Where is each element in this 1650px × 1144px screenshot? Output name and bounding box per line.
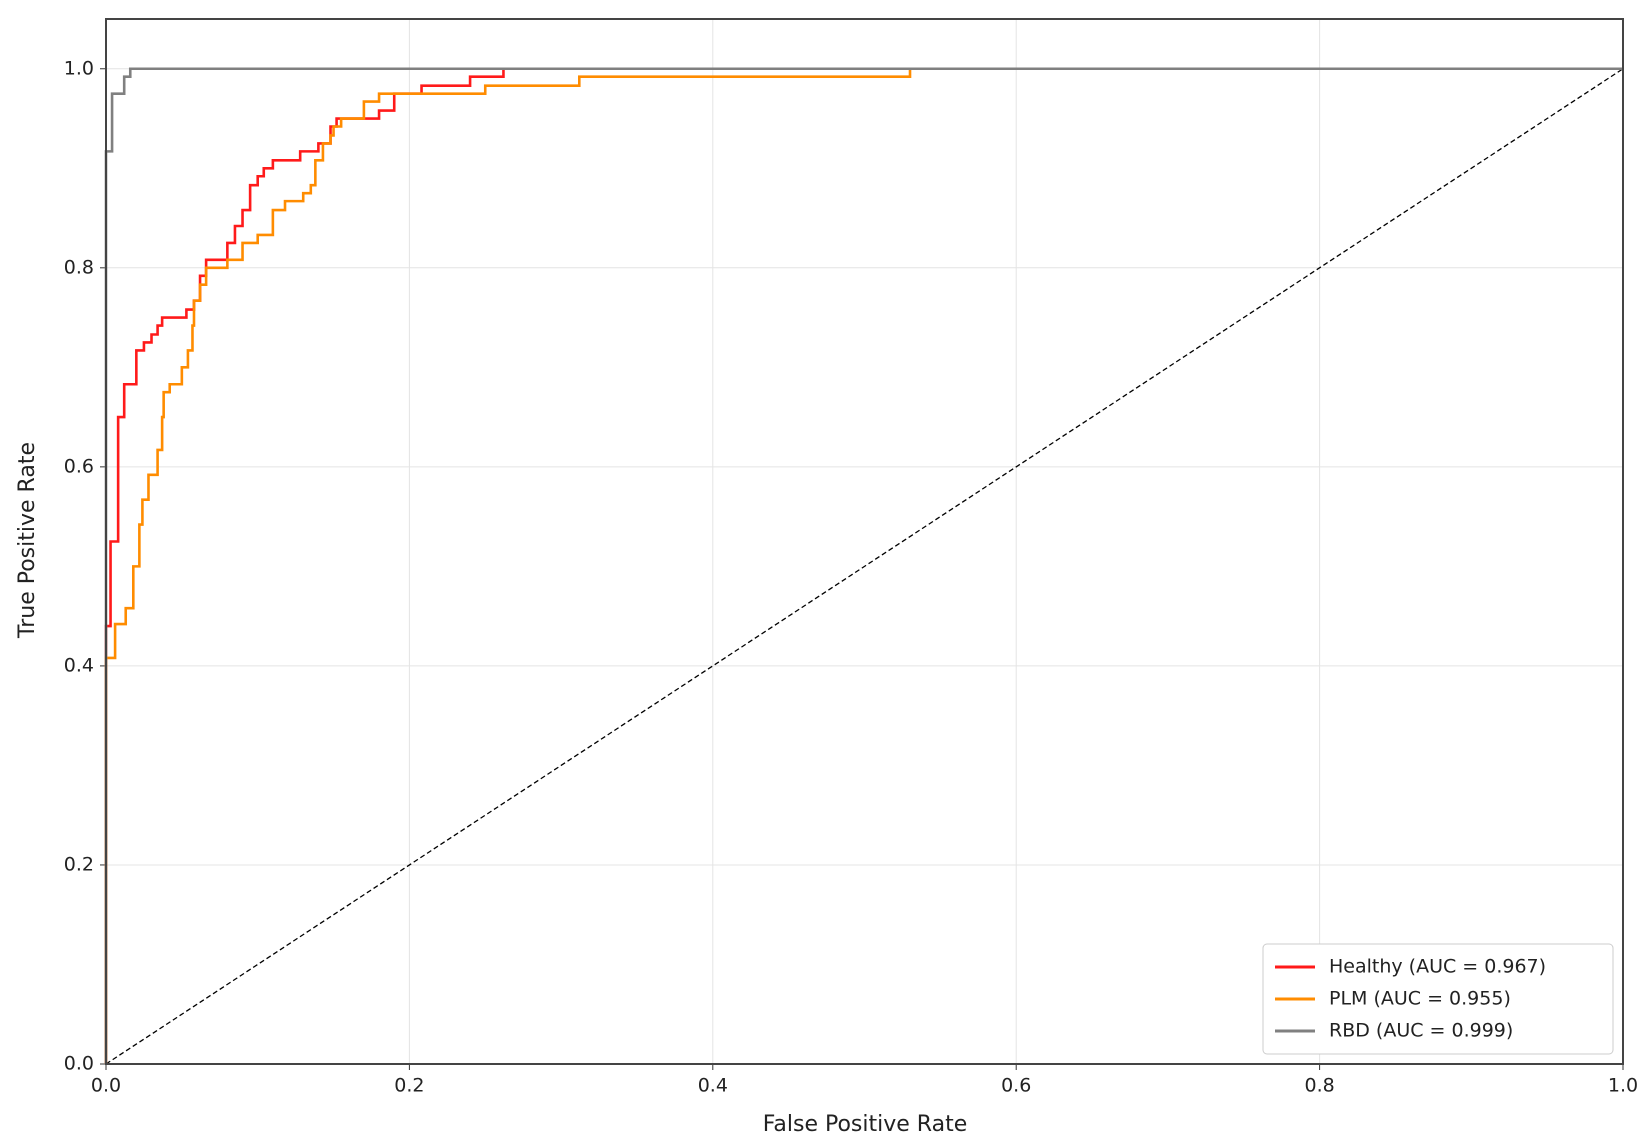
x-tick-label: 0.6 [1001, 1075, 1031, 1097]
roc-line [104, 67, 1623, 1064]
legend-label: RBD (AUC = 0.999) [1329, 1020, 1513, 1042]
legend-box [1262, 943, 1614, 1055]
x-tick-label: 0.8 [1304, 1075, 1334, 1097]
y-tick-label: 1.0 [64, 57, 94, 79]
roc-line [104, 67, 1623, 1064]
x-tick-label: 1.0 [1608, 1075, 1638, 1097]
y-tick-label: 0.8 [64, 256, 94, 278]
y-tick-label: 0.0 [64, 1053, 94, 1075]
x-tick-label: 0.0 [91, 1075, 121, 1097]
x-tick-label: 0.2 [394, 1075, 424, 1097]
plot-frame [105, 18, 1624, 1065]
legend-label: Healthy (AUC = 0.967) [1329, 956, 1546, 978]
x-tick-label: 0.4 [698, 1075, 728, 1097]
y-axis-label: True Positive Rate [15, 442, 40, 639]
y-tick-label: 0.6 [64, 455, 94, 477]
x-axis-label: False Positive Rate [763, 1112, 967, 1137]
legend-label: PLM (AUC = 0.955) [1329, 988, 1511, 1010]
roc-line [104, 67, 1623, 1064]
y-tick-label: 0.4 [64, 654, 94, 676]
roc-line [105, 68, 1624, 1065]
y-tick-label: 0.2 [64, 853, 94, 875]
